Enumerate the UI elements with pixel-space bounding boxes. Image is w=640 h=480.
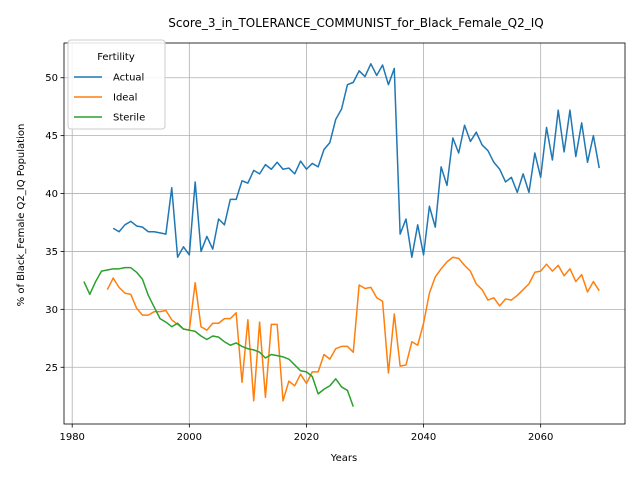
y-tick-label: 25 — [45, 363, 58, 374]
series-line-actual — [112, 63, 600, 258]
legend-title: Fertility — [97, 52, 135, 63]
y-axis-ticks: 25 30 35 40 45 50 — [45, 73, 64, 374]
y-tick-label: 30 — [45, 305, 58, 316]
y-axis-label: % of Black_Female Q2_IQ Population — [16, 124, 27, 307]
x-tick-label: 1980 — [59, 432, 84, 443]
legend: Fertility Actual Ideal Sterile — [67, 39, 166, 130]
series-line-sterile — [83, 266, 354, 407]
x-tick-label: 2040 — [411, 432, 436, 443]
legend-items: Actual Ideal Sterile — [74, 73, 145, 124]
legend-label-ideal: Ideal — [113, 93, 137, 104]
x-tick-label: 2060 — [528, 432, 553, 443]
y-tick-label: 40 — [45, 189, 58, 200]
x-tick-label: 2020 — [294, 432, 319, 443]
y-tick-label: 45 — [45, 131, 58, 142]
chart-title: Score_3_in_TOLERANCE_COMMUNIST_for_Black… — [168, 16, 543, 30]
x-axis-ticks: 1980 2000 2020 2040 2060 — [59, 424, 553, 443]
y-tick-label: 35 — [45, 247, 58, 258]
x-axis-label: Years — [330, 453, 357, 464]
x-tick-label: 2000 — [177, 432, 202, 443]
plot-frame — [63, 42, 626, 425]
grid-lines — [64, 43, 625, 424]
legend-label-sterile: Sterile — [113, 113, 145, 124]
legend-box — [67, 39, 166, 130]
legend-label-actual: Actual — [113, 73, 144, 84]
series-lines — [83, 63, 600, 407]
y-tick-label: 50 — [45, 73, 58, 84]
